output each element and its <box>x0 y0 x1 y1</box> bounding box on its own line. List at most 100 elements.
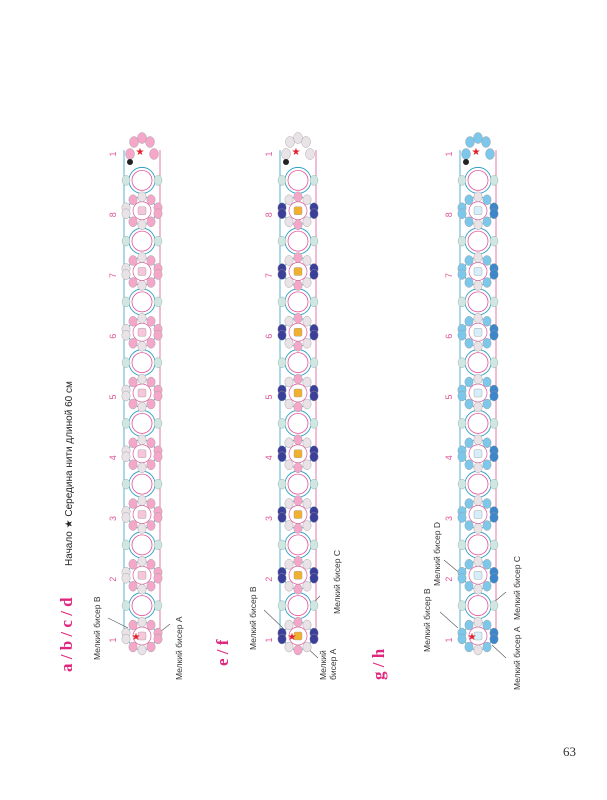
label-bead-b-abcd: Мелкий бисер B <box>92 596 102 660</box>
bead <box>464 277 474 288</box>
star-marker: ★ <box>136 147 145 158</box>
bead <box>464 216 474 227</box>
thread-ring <box>287 595 309 617</box>
bead <box>153 175 163 186</box>
bead <box>121 269 131 280</box>
bead <box>128 581 138 592</box>
thread-ring <box>128 592 156 620</box>
bead <box>128 641 138 653</box>
bead <box>473 219 483 230</box>
unit-number: 2 <box>444 577 454 582</box>
bead <box>153 600 163 611</box>
bead <box>137 280 147 291</box>
thread-ring <box>284 288 312 316</box>
bead <box>302 216 312 227</box>
bead <box>128 216 138 227</box>
center-bead <box>137 631 147 641</box>
unit-number: 1 <box>108 637 118 642</box>
section-title-ef: e / f <box>213 639 232 666</box>
bead <box>277 512 287 523</box>
bead <box>277 573 287 584</box>
bead <box>153 330 163 341</box>
bead <box>146 459 156 470</box>
unit-number: 3 <box>444 516 454 521</box>
bead <box>464 376 474 388</box>
thread-ring <box>464 531 492 559</box>
bead <box>482 641 492 653</box>
bead <box>302 619 312 631</box>
bead <box>153 539 163 551</box>
bead <box>128 194 138 205</box>
bead <box>302 520 312 531</box>
unit-number: 1 <box>108 151 118 156</box>
thread-ring <box>128 288 156 316</box>
bead <box>137 219 147 230</box>
bead <box>121 390 131 402</box>
bead-strip-gh: 1 2 3 4 5 6 7 8 ★ 1 ★ <box>444 132 499 656</box>
bead <box>284 216 294 227</box>
page-number: 63 <box>563 744 576 759</box>
bead <box>481 136 491 148</box>
thread-ring <box>467 169 489 191</box>
thread-ring <box>284 531 312 559</box>
bead <box>121 357 131 368</box>
section-title-gh: g / h <box>369 648 388 680</box>
bead <box>473 616 483 628</box>
thread-ring <box>284 409 312 437</box>
unit-number: 6 <box>108 334 118 339</box>
thread-ring <box>464 166 492 194</box>
unit-number: 2 <box>108 577 118 582</box>
unit-number: 6 <box>444 334 454 339</box>
bead <box>309 418 319 429</box>
bead <box>277 235 287 247</box>
bead <box>465 136 475 148</box>
bead <box>489 512 499 523</box>
unit-number: 2 <box>264 577 274 582</box>
bead <box>121 539 131 551</box>
bead <box>302 255 312 266</box>
label-bead-b-ef: Мелкий бисер B <box>248 586 258 650</box>
bead <box>482 277 492 288</box>
bead <box>464 619 474 631</box>
bead <box>302 581 312 592</box>
center-bead <box>473 571 483 580</box>
bead <box>146 398 156 410</box>
bead <box>464 194 474 205</box>
bead <box>153 269 163 280</box>
bead <box>485 148 495 160</box>
center-bead <box>293 631 303 641</box>
bead <box>284 277 294 288</box>
bead <box>482 255 492 266</box>
bead <box>457 390 467 402</box>
bead <box>489 175 499 186</box>
bead <box>482 437 492 448</box>
bead <box>473 252 483 263</box>
bead <box>464 255 474 266</box>
bead <box>146 619 156 631</box>
bead <box>302 194 312 205</box>
bead <box>489 235 499 247</box>
center-bead <box>473 388 483 398</box>
bead <box>137 401 147 413</box>
bead <box>149 148 159 160</box>
bead <box>489 539 499 551</box>
unit-number: 4 <box>108 455 118 460</box>
label-bead-c-ef: Мелкий бисер C <box>332 550 342 614</box>
bead <box>128 498 138 509</box>
unit-number: 7 <box>264 273 274 278</box>
center-bead <box>137 267 147 276</box>
start-note: Начало ★ Середина нити длиной 60 см <box>64 381 75 566</box>
center-bead <box>137 206 147 215</box>
thread-ring <box>131 352 153 374</box>
thread-ring <box>287 473 309 495</box>
bead <box>464 581 474 592</box>
bead <box>457 573 467 584</box>
bead <box>482 619 492 631</box>
bead <box>146 520 156 531</box>
bead <box>309 330 319 341</box>
bead <box>457 478 467 490</box>
bead <box>284 520 294 531</box>
thread-ring <box>128 349 156 377</box>
bead <box>153 451 163 462</box>
bead <box>461 148 471 160</box>
